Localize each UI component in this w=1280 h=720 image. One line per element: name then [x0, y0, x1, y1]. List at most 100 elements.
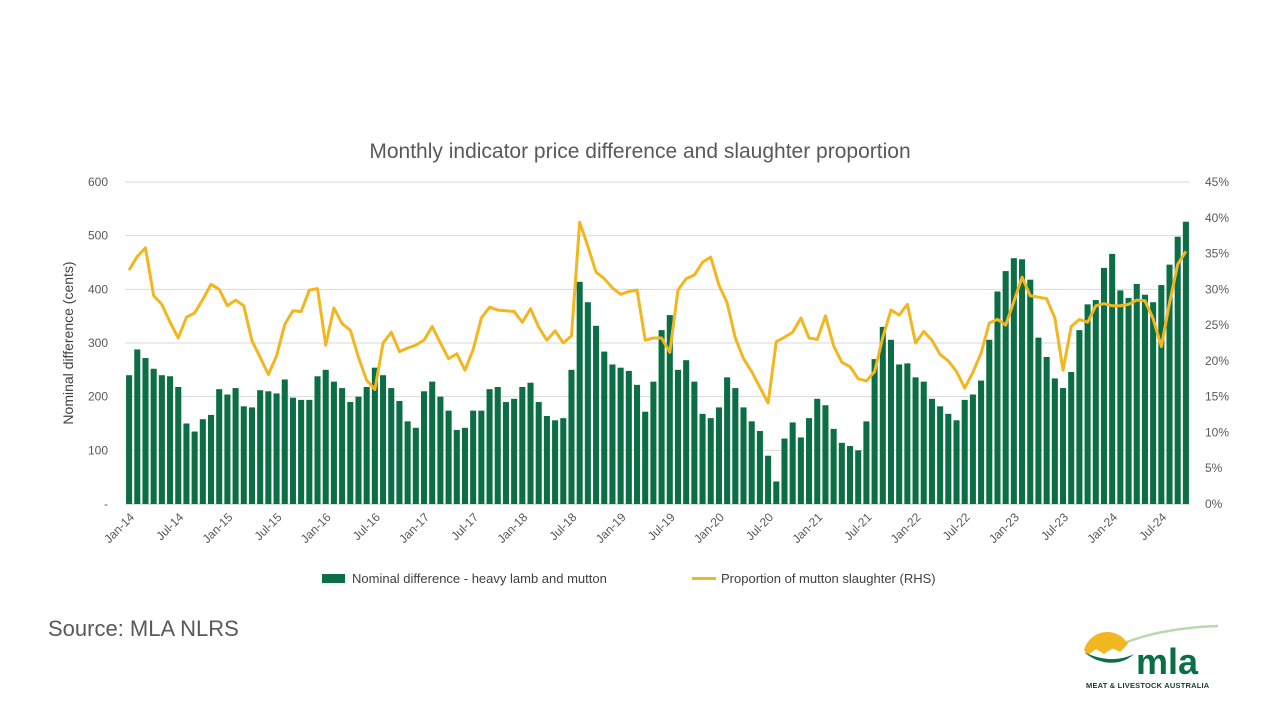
line-series: [127, 220, 1188, 405]
bar: [1068, 371, 1075, 504]
bar: [609, 364, 616, 504]
logo-field-icon: [1084, 652, 1134, 663]
x-tick-label: Jan-19: [593, 510, 629, 546]
bar: [388, 388, 395, 504]
y-axis-title: Nominal difference (cents): [60, 261, 76, 424]
y2-tick-label: 0%: [1205, 497, 1223, 511]
bar: [494, 387, 501, 504]
y2-tick-label: 15%: [1205, 390, 1229, 404]
bar: [994, 291, 1001, 504]
x-tick-label: Jul-20: [743, 510, 776, 543]
x-tick-label: Jan-21: [789, 510, 825, 546]
bar: [289, 397, 296, 504]
bar: [134, 349, 141, 504]
bar: [150, 368, 157, 504]
x-tick-label: Jan-18: [495, 510, 531, 546]
bar: [396, 400, 403, 504]
x-tick-label: Jul-14: [153, 510, 186, 543]
bar: [584, 302, 591, 504]
bar: [724, 377, 731, 504]
y2-axis-ticks: 0% 5% 10% 15% 20% 25% 30% 35% 40% 45%: [1205, 175, 1229, 511]
bar: [453, 429, 460, 504]
bar: [756, 431, 763, 504]
bar: [593, 325, 600, 504]
chart-title: Monthly indicator price difference and s…: [369, 140, 910, 163]
bar: [420, 391, 428, 504]
y2-tick-label: 30%: [1205, 282, 1229, 296]
x-axis-ticks: Jan-14 Jul-14 Jan-15 Jul-15 Jan-16 Jul-16 Jan-…: [101, 510, 1169, 546]
bar: [912, 377, 919, 504]
bar: [298, 399, 305, 504]
bar: [224, 394, 231, 504]
bar: [183, 423, 190, 504]
bar: [552, 420, 559, 504]
x-tick-label: Jul-19: [645, 510, 678, 543]
bar: [978, 380, 985, 504]
bar: [830, 428, 837, 504]
bar: [896, 364, 903, 504]
bar: [1092, 300, 1099, 504]
legend-swatch-bar: [322, 574, 345, 583]
bar: [158, 375, 165, 504]
bar: [191, 431, 198, 504]
bar: [478, 410, 485, 504]
bar: [560, 418, 567, 504]
bar: [863, 421, 870, 504]
bar: [691, 381, 698, 504]
bar: [527, 382, 534, 504]
bar: [789, 422, 796, 504]
bar: [765, 455, 772, 504]
x-tick-label: Jul-23: [1038, 510, 1071, 543]
bar: [773, 481, 780, 504]
bar: [1043, 356, 1050, 504]
y-tick-label: 500: [88, 229, 108, 243]
bar: [339, 388, 346, 504]
x-tick-label: Jan-23: [986, 510, 1022, 546]
bar: [642, 411, 649, 504]
bar: [797, 437, 804, 504]
bar: [355, 396, 362, 504]
bar: [846, 446, 854, 504]
bar: [257, 390, 264, 504]
bar: [961, 399, 968, 504]
bar: [937, 406, 944, 504]
bar: [1100, 267, 1108, 504]
bar: [1027, 279, 1034, 504]
x-tick-label: Jul-22: [940, 510, 973, 543]
bar: [822, 405, 829, 504]
y-tick-label: 300: [88, 336, 108, 350]
bar: [216, 389, 223, 504]
bar: [740, 407, 747, 504]
bar: [666, 315, 673, 504]
mla-logo: mla MEAT & LIVESTOCK AUSTRALIA: [1084, 624, 1219, 690]
bar: [1059, 388, 1067, 504]
y2-tick-label: 40%: [1205, 211, 1229, 225]
bar: [1158, 285, 1165, 504]
x-tick-label: Jul-18: [547, 510, 580, 543]
x-tick-label: Jan-20: [691, 510, 727, 546]
bar: [371, 367, 378, 504]
bar: [543, 415, 550, 504]
bar: [240, 406, 247, 504]
bar: [879, 326, 886, 504]
bar: [273, 393, 280, 504]
bar: [781, 438, 788, 504]
bar: [1084, 304, 1091, 504]
bar: [887, 339, 895, 504]
bar: [412, 427, 419, 504]
bar: [437, 396, 444, 504]
bar-series: [126, 221, 1189, 505]
logo-word: mla: [1136, 641, 1199, 682]
bar: [1150, 302, 1157, 504]
bar: [404, 421, 411, 504]
bar: [674, 369, 682, 504]
bar: [969, 394, 976, 504]
bar: [1109, 253, 1116, 504]
legend-label-line: Proportion of mutton slaughter (RHS): [721, 571, 936, 586]
bar: [232, 388, 239, 504]
x-tick-label: Jul-21: [841, 510, 874, 543]
bar: [617, 367, 624, 504]
bar: [683, 360, 690, 504]
legend: Nominal difference - heavy lamb and mutt…: [322, 571, 936, 586]
bar: [986, 339, 993, 504]
